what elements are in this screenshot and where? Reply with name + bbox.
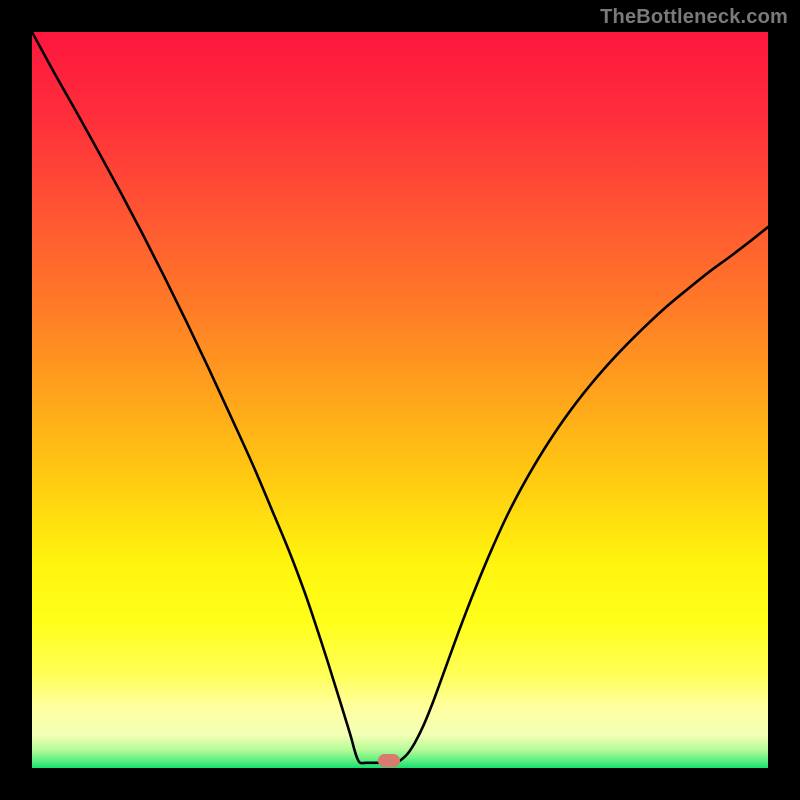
optimum-marker (378, 754, 400, 767)
bottleneck-chart: TheBottleneck.com (0, 0, 800, 800)
plot-gradient-background (32, 32, 768, 768)
chart-svg (0, 0, 800, 800)
watermark-text: TheBottleneck.com (600, 6, 788, 29)
